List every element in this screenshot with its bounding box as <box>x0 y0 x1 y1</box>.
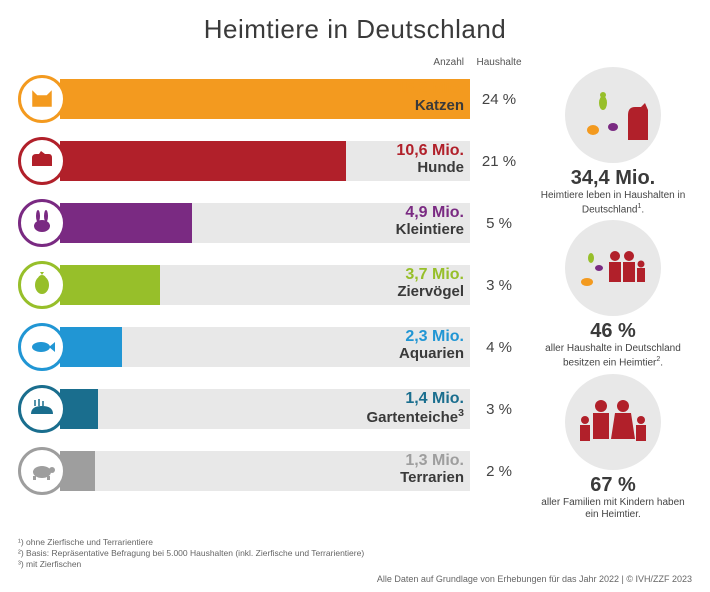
column-headers: Anzahl Haushalte <box>18 57 528 68</box>
footnote-line: ¹) ohne Zierfische und Terrarientiere <box>18 537 364 548</box>
pets-group-icon <box>565 67 661 163</box>
bar-name: Hunde <box>396 160 464 176</box>
bar-count: 10,6 Mio. <box>396 143 464 160</box>
bar-row-ziervoegel: 3,7 Mio.Ziervögel3 % <box>18 256 528 314</box>
pct-value: 2 % <box>470 463 528 480</box>
bar-fill <box>60 265 160 305</box>
side-stat-0: 34,4 Mio.Heimtiere leben in Haushalten i… <box>534 67 692 216</box>
pct-value: 3 % <box>470 277 528 294</box>
turtle-icon <box>18 447 66 495</box>
bird-icon <box>18 261 66 309</box>
side-stat-1: 46 %aller Haushalte in Deutschland besit… <box>534 220 692 369</box>
bar-count: 2,3 Mio. <box>399 329 464 346</box>
bar-name: Aquarien <box>399 346 464 362</box>
footnote-line: ³) mit Zierfischen <box>18 559 364 570</box>
bar-name: Ziervögel <box>397 284 464 300</box>
bar-track: 10,6 Mio.Hunde <box>60 141 470 181</box>
stat-desc: aller Familien mit Kindern haben ein Hei… <box>534 497 692 522</box>
rabbit-icon <box>18 199 66 247</box>
bar-track: 2,3 Mio.Aquarien <box>60 327 470 367</box>
bar-row-kleintiere: 4,9 Mio.Kleintiere5 % <box>18 194 528 252</box>
bar-fill <box>60 203 192 243</box>
fish-icon <box>18 323 66 371</box>
household-icon <box>565 220 661 316</box>
bar-chart: Anzahl Haushalte 15,2 Mio.Katzen24 %10,6… <box>18 57 528 522</box>
pct-value: 24 % <box>470 91 528 108</box>
credit-line: Alle Daten auf Grundlage von Erhebungen … <box>377 574 692 584</box>
bar-name: Gartenteiche3 <box>366 408 464 426</box>
family-icon <box>565 374 661 470</box>
bar-row-gartenteiche: 1,4 Mio.Gartenteiche33 % <box>18 380 528 438</box>
cat-icon <box>18 75 66 123</box>
footnotes: ¹) ohne Zierfische und Terrarientiere²) … <box>18 537 364 570</box>
bar-fill <box>60 141 346 181</box>
dog-icon <box>18 137 66 185</box>
footnote-line: ²) Basis: Repräsentative Befragung bei 5… <box>18 548 364 559</box>
bar-row-hunde: 10,6 Mio.Hunde21 % <box>18 132 528 190</box>
bar-name: Terrarien <box>400 470 464 486</box>
bar-count: 1,3 Mio. <box>400 453 464 470</box>
header-haushalte: Haushalte <box>470 57 528 68</box>
bar-track: 1,4 Mio.Gartenteiche3 <box>60 389 470 429</box>
side-stats: 34,4 Mio.Heimtiere leben in Haushalten i… <box>534 57 692 522</box>
pct-value: 5 % <box>470 215 528 232</box>
bar-track: 1,3 Mio.Terrarien <box>60 451 470 491</box>
bar-track: 4,9 Mio.Kleintiere <box>60 203 470 243</box>
bar-count: 1,4 Mio. <box>366 391 464 408</box>
bar-row-aquarien: 2,3 Mio.Aquarien4 % <box>18 318 528 376</box>
bar-track: 3,7 Mio.Ziervögel <box>60 265 470 305</box>
stat-desc: aller Haushalte in Deutschland besitzen … <box>534 343 692 369</box>
header-anzahl: Anzahl <box>70 57 470 68</box>
bar-row-katzen: 15,2 Mio.Katzen24 % <box>18 70 528 128</box>
side-stat-2: 67 %aller Familien mit Kindern haben ein… <box>534 374 692 522</box>
pond-icon <box>18 385 66 433</box>
bar-row-terrarien: 1,3 Mio.Terrarien2 % <box>18 442 528 500</box>
pct-value: 4 % <box>470 339 528 356</box>
stat-value: 46 % <box>534 320 692 343</box>
bar-track: 15,2 Mio.Katzen <box>60 79 470 119</box>
bar-fill <box>60 327 122 367</box>
pct-value: 21 % <box>470 153 528 170</box>
bar-name: Kleintiere <box>396 222 464 238</box>
bar-name: Katzen <box>396 98 464 114</box>
pct-value: 3 % <box>470 401 528 418</box>
bar-count: 3,7 Mio. <box>397 267 464 284</box>
stat-value: 34,4 Mio. <box>534 167 692 190</box>
bar-count: 15,2 Mio. <box>396 81 464 98</box>
page-title: Heimtiere in Deutschland <box>18 14 692 45</box>
stat-value: 67 % <box>534 474 692 497</box>
bar-count: 4,9 Mio. <box>396 205 464 222</box>
stat-desc: Heimtiere leben in Haushalten in Deutsch… <box>534 190 692 216</box>
